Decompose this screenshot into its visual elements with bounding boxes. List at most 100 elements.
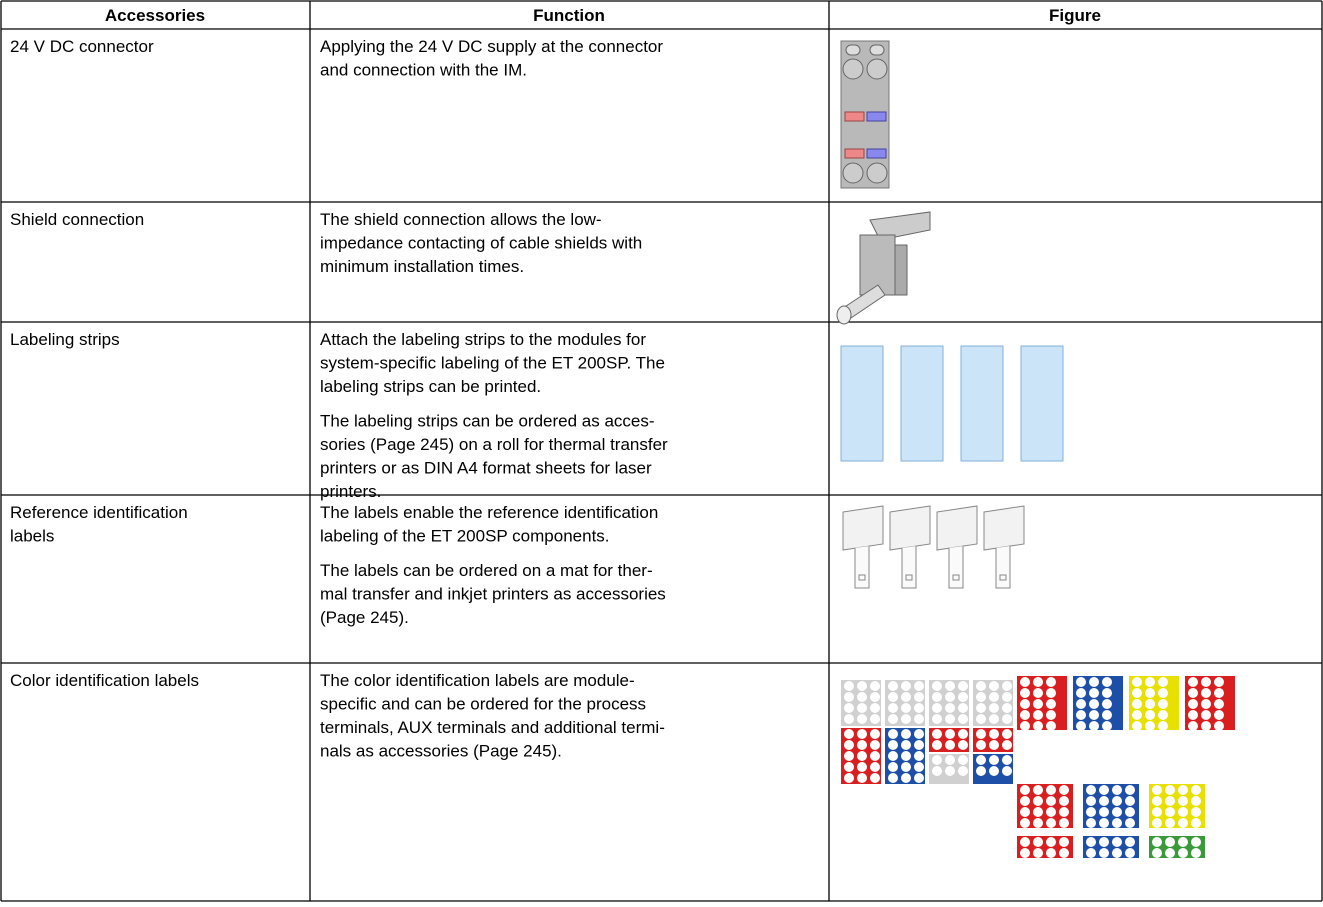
tile-hole <box>1214 721 1224 731</box>
tile-hole <box>1201 677 1211 687</box>
tile-hole <box>870 692 880 702</box>
tile-hole <box>1158 688 1168 698</box>
tile-hole <box>1145 721 1155 731</box>
tile-hole <box>870 762 880 772</box>
tile-hole <box>1132 721 1142 731</box>
tile-hole <box>1132 699 1142 709</box>
function-text: printers or as DIN A4 format sheets for … <box>320 459 652 478</box>
tile-hole <box>914 740 924 750</box>
tile-hole <box>914 751 924 761</box>
tile-hole <box>1102 677 1112 687</box>
tile-hole <box>857 692 867 702</box>
tile-hole <box>1020 796 1030 806</box>
tile-hole <box>1201 721 1211 731</box>
tile-hole <box>1125 818 1135 828</box>
tile-hole <box>989 714 999 724</box>
tile-hole <box>1076 710 1086 720</box>
tile-hole <box>1046 721 1056 731</box>
tile-hole <box>1046 699 1056 709</box>
tile-hole <box>1086 785 1096 795</box>
tile-hole <box>989 755 999 765</box>
tile-hole <box>1165 837 1175 847</box>
tile-hole <box>1046 785 1056 795</box>
tile-hole <box>1178 837 1188 847</box>
tile-hole <box>1076 677 1086 687</box>
label-shape <box>936 505 978 551</box>
tile-hole <box>1165 807 1175 817</box>
label-mark <box>858 574 866 581</box>
tile-hole <box>857 762 867 772</box>
tile-hole <box>888 751 898 761</box>
tile-hole <box>1214 699 1224 709</box>
tile-hole <box>1152 818 1162 828</box>
tile-hole <box>870 773 880 783</box>
tile-hole <box>1158 721 1168 731</box>
function-text: labeling of the ET 200SP components. <box>320 527 610 546</box>
tile-hole <box>945 692 955 702</box>
tile-hole <box>932 729 942 739</box>
tile-hole <box>1033 688 1043 698</box>
function-text: The shield connection allows the low- <box>320 210 602 229</box>
tile-hole <box>1046 710 1056 720</box>
tile-hole <box>870 729 880 739</box>
tile-hole <box>870 714 880 724</box>
label-shape <box>901 546 917 589</box>
function-text: The color identification labels are modu… <box>320 671 635 690</box>
tile-hole <box>1188 721 1198 731</box>
tile-hole <box>901 773 911 783</box>
accessory-text: Labeling strips <box>10 330 120 349</box>
function-text: The labeling strips can be ordered as ac… <box>320 412 655 431</box>
tile-hole <box>1158 699 1168 709</box>
tile-hole <box>901 729 911 739</box>
tile-hole <box>914 729 924 739</box>
tile-hole <box>1158 677 1168 687</box>
tile-hole <box>870 740 880 750</box>
function-text: system-specific labeling of the ET 200SP… <box>320 354 665 373</box>
tile-hole <box>1059 818 1069 828</box>
label-shape <box>948 546 964 589</box>
tile-hole <box>844 729 854 739</box>
tile-hole <box>870 681 880 691</box>
tile-hole <box>1132 677 1142 687</box>
tile-hole <box>1191 796 1201 806</box>
tile-hole <box>958 703 968 713</box>
tile-hole <box>1033 699 1043 709</box>
tile-hole <box>1145 688 1155 698</box>
tile-hole <box>1201 699 1211 709</box>
tile-hole <box>945 740 955 750</box>
tile-hole <box>1102 710 1112 720</box>
header-cell: Figure <box>1049 6 1101 25</box>
tile-hole <box>914 692 924 702</box>
tile-hole <box>1033 677 1043 687</box>
tile-hole <box>844 714 854 724</box>
tile-hole <box>844 703 854 713</box>
function-text: The labels can be ordered on a mat for t… <box>320 561 653 580</box>
function-text: The labels enable the reference identifi… <box>320 503 658 522</box>
tile-hole <box>1178 807 1188 817</box>
tile-hole <box>1191 807 1201 817</box>
tile-hole <box>1145 677 1155 687</box>
function-text: mal transfer and inkjet printers as acce… <box>320 585 666 604</box>
accessory-text: Reference identification <box>10 503 188 522</box>
tile-hole <box>976 729 986 739</box>
tile-hole <box>989 740 999 750</box>
tile-hole <box>1033 818 1043 828</box>
tile-hole <box>1002 729 1012 739</box>
tile-hole <box>914 681 924 691</box>
function-text: specific and can be ordered for the proc… <box>320 695 646 714</box>
tile-hole <box>1188 688 1198 698</box>
tile-hole <box>1002 755 1012 765</box>
tile-hole <box>888 714 898 724</box>
tile-hole <box>1165 848 1175 858</box>
tile-hole <box>1020 721 1030 731</box>
tile-hole <box>1178 818 1188 828</box>
tile-hole <box>1125 796 1135 806</box>
tile-hole <box>1188 710 1198 720</box>
tile-hole <box>989 681 999 691</box>
tile-hole <box>1099 818 1109 828</box>
tile-hole <box>1033 807 1043 817</box>
header-cell: Function <box>533 6 605 25</box>
tile-hole <box>1002 703 1012 713</box>
tile-hole <box>857 740 867 750</box>
